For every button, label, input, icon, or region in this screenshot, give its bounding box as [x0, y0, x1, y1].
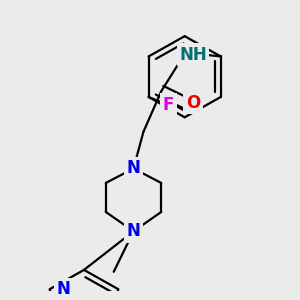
- Text: F: F: [163, 96, 174, 114]
- Text: NH: NH: [179, 46, 207, 64]
- Text: N: N: [127, 160, 140, 178]
- Text: N: N: [57, 280, 70, 298]
- Text: N: N: [127, 222, 140, 240]
- Text: O: O: [186, 94, 200, 112]
